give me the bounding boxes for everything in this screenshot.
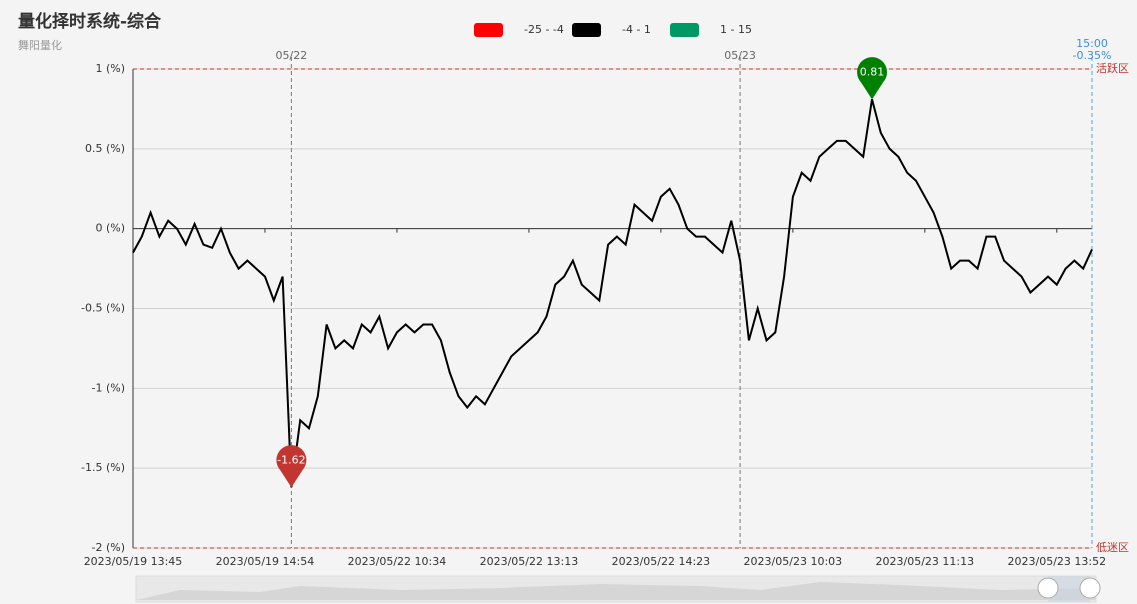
mark-point: [276, 445, 307, 488]
x-tick-label: 2023/05/19 13:45: [84, 555, 183, 568]
y-tick-label: 1 (%): [95, 62, 125, 75]
day-label: 05/23: [724, 49, 756, 62]
x-tick-label: 2023/05/22 13:13: [480, 555, 579, 568]
x-tick-label: 2023/05/22 14:23: [612, 555, 711, 568]
zoom-handle[interactable]: [1037, 577, 1059, 599]
x-tick-label: 2023/05/23 13:52: [1008, 555, 1107, 568]
mark-point: [857, 57, 888, 100]
chart-subtitle: 舞阳量化: [18, 38, 62, 52]
y-tick-label: -1.5 (%): [81, 461, 125, 474]
end-annotation: 15:00: [1076, 37, 1108, 50]
y-tick-label: -2 (%): [92, 541, 126, 554]
legend-swatch: [572, 23, 601, 37]
x-tick-label: 2023/05/23 11:13: [876, 555, 975, 568]
chart-title: 量化择时系统-综合: [18, 11, 162, 32]
y-tick-label: 0 (%): [95, 222, 125, 235]
mark-point-label: -1.62: [277, 453, 305, 466]
y-tick-label: -0.5 (%): [81, 302, 125, 315]
end-annotation: -0.35%: [1073, 49, 1112, 62]
mark-line-label: 低迷区: [1096, 541, 1129, 554]
legend-swatch: [474, 23, 503, 37]
zoom-handle[interactable]: [1079, 577, 1101, 599]
legend-swatch: [670, 23, 699, 37]
mark-point-label: 0.81: [860, 65, 885, 78]
data-zoom[interactable]: [135, 575, 1101, 603]
line-series: [132, 99, 1093, 488]
x-tick-label: 2023/05/22 10:34: [348, 555, 447, 568]
x-tick-label: 2023/05/23 10:03: [744, 555, 843, 568]
day-label: 05/22: [276, 49, 308, 62]
zoom-preview: [136, 582, 1096, 600]
legend-label: 1 - 15: [720, 23, 752, 36]
y-tick-label: 0.5 (%): [85, 142, 125, 155]
x-tick-label: 2023/05/19 14:54: [216, 555, 315, 568]
legend-label: -25 - -4: [524, 23, 564, 36]
y-tick-label: -1 (%): [92, 381, 126, 394]
mark-line-label: 活跃区: [1096, 61, 1129, 75]
legend-label: -4 - 1: [622, 23, 651, 36]
